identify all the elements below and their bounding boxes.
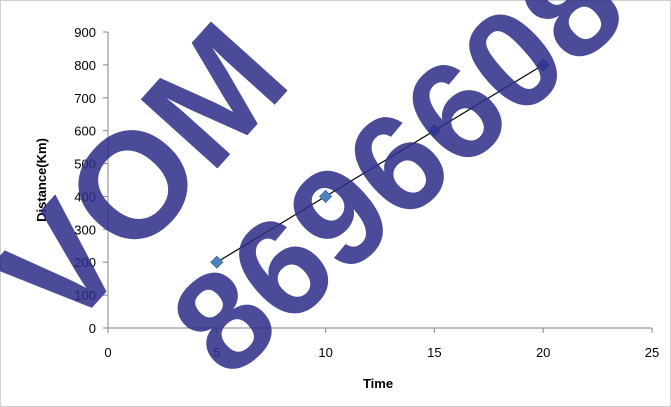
y-tick-label: 100 (74, 288, 96, 303)
x-axis-title: Time (363, 376, 393, 391)
x-tick-label: 25 (645, 345, 659, 360)
x-tick-label: 0 (104, 345, 111, 360)
y-tick-label: 300 (74, 222, 96, 237)
y-tick-label: 500 (74, 157, 96, 172)
y-tick-label: 200 (74, 255, 96, 270)
y-tick-label: 0 (89, 321, 96, 336)
y-tick-label: 700 (74, 91, 96, 106)
x-tick-label: 15 (427, 345, 441, 360)
y-tick-label: 400 (74, 189, 96, 204)
data-point (536, 58, 550, 72)
plot-area: 0 100 200 300 400 500 600 700 800 900 0 5 10 15 20 25 (74, 25, 659, 360)
data-point (210, 255, 224, 269)
x-tick-label: 20 (536, 345, 550, 360)
trendline (216, 64, 544, 263)
data-point (427, 124, 441, 138)
y-axis-title: Distance(Km) (34, 138, 49, 222)
y-tick-label: 600 (74, 124, 96, 139)
y-tick-label: 800 (74, 58, 96, 73)
y-tick-label: 900 (74, 25, 96, 40)
x-tick-label: 5 (213, 345, 220, 360)
x-tick-label: 10 (318, 345, 332, 360)
data-point (319, 189, 333, 204)
